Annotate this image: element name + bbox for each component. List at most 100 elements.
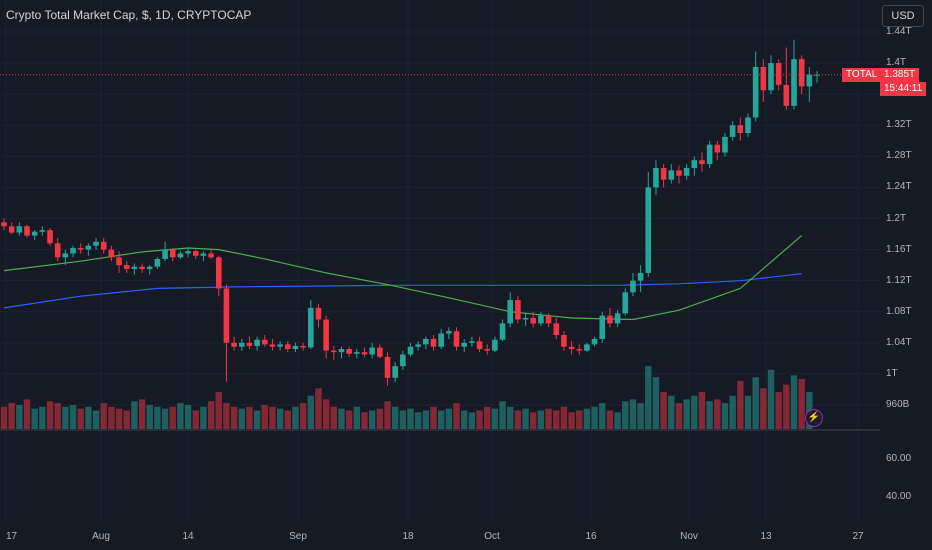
volume-bar bbox=[522, 408, 529, 429]
volume-bar bbox=[108, 406, 115, 429]
candle bbox=[683, 164, 690, 180]
candle bbox=[737, 117, 744, 141]
candle-body bbox=[599, 315, 606, 339]
volume-bar bbox=[783, 384, 790, 429]
volume-bar bbox=[391, 406, 399, 429]
candle bbox=[400, 350, 406, 371]
volume-bar bbox=[322, 399, 330, 429]
volume-bar bbox=[491, 408, 499, 429]
volume-bar bbox=[16, 404, 23, 429]
candle-body bbox=[231, 342, 237, 347]
candle-body bbox=[530, 317, 537, 324]
candle bbox=[77, 243, 84, 254]
candle-body bbox=[400, 354, 406, 367]
candle bbox=[660, 164, 667, 188]
candle-body bbox=[653, 167, 659, 188]
volume-bar bbox=[361, 412, 368, 429]
candle bbox=[361, 347, 368, 357]
candle bbox=[637, 265, 644, 293]
candle bbox=[461, 338, 467, 353]
volume-bar bbox=[399, 410, 407, 429]
volume-bar bbox=[499, 401, 506, 429]
volume-bars bbox=[0, 366, 813, 429]
countdown-badge: 15:44:11 bbox=[880, 82, 927, 96]
candle bbox=[100, 237, 107, 254]
price-axis-label: 1.28T bbox=[886, 150, 912, 162]
candle bbox=[699, 152, 705, 172]
candle bbox=[576, 344, 583, 355]
candle-body bbox=[54, 243, 61, 258]
candle bbox=[277, 341, 283, 351]
candle-body bbox=[453, 331, 460, 347]
candle-body bbox=[185, 251, 191, 254]
volume-bar bbox=[507, 406, 514, 429]
candle-body bbox=[361, 352, 368, 355]
candle-body bbox=[760, 66, 767, 91]
volume-bar bbox=[514, 410, 522, 429]
volume-bar bbox=[169, 406, 176, 429]
candle-body bbox=[591, 338, 598, 345]
candle-body bbox=[254, 339, 260, 346]
currency-button[interactable]: USD bbox=[882, 5, 924, 27]
lightning-icon[interactable]: ⚡ bbox=[805, 409, 823, 427]
candle-body bbox=[522, 317, 529, 320]
candle-body bbox=[438, 333, 444, 347]
candle bbox=[369, 342, 375, 359]
candle bbox=[116, 251, 122, 273]
candle bbox=[476, 336, 483, 353]
candle bbox=[522, 313, 529, 326]
volume-bar bbox=[253, 410, 261, 429]
volume-bar bbox=[23, 399, 31, 429]
candle-body bbox=[645, 187, 652, 273]
volume-bar bbox=[437, 410, 445, 429]
volume-bar bbox=[445, 408, 453, 429]
volume-bar bbox=[138, 399, 146, 429]
candle bbox=[24, 224, 30, 238]
candle bbox=[93, 237, 99, 250]
candle bbox=[223, 284, 230, 382]
candle-body bbox=[1, 222, 7, 227]
candle-body bbox=[584, 344, 590, 351]
volume-bar bbox=[484, 406, 491, 429]
candle bbox=[208, 249, 214, 259]
candle bbox=[729, 121, 736, 141]
candle bbox=[323, 315, 329, 359]
volume-bar bbox=[652, 377, 660, 429]
candle bbox=[407, 342, 414, 357]
candle-body bbox=[729, 125, 736, 137]
candle-body bbox=[430, 338, 437, 347]
candle-body bbox=[423, 338, 429, 345]
candle-body bbox=[637, 272, 644, 281]
last-price-badge: 1.385T bbox=[880, 68, 920, 82]
candle-body bbox=[246, 342, 253, 346]
time-axis-label: Aug bbox=[92, 531, 110, 542]
candle bbox=[146, 265, 153, 275]
volume-bar bbox=[246, 406, 253, 429]
candle bbox=[745, 113, 751, 137]
volume-bar bbox=[39, 406, 46, 429]
volume-bar bbox=[0, 406, 8, 429]
time-axis-label: 18 bbox=[402, 531, 414, 542]
volume-bar bbox=[622, 401, 629, 429]
volume-bar bbox=[461, 410, 468, 429]
volume-bar bbox=[92, 410, 100, 429]
candle-body bbox=[622, 292, 629, 314]
candle-body bbox=[346, 349, 352, 354]
candle bbox=[806, 66, 813, 102]
candle-body bbox=[108, 249, 115, 258]
candle bbox=[162, 241, 168, 262]
candle-body bbox=[392, 366, 398, 378]
candle bbox=[538, 311, 544, 326]
candle-body bbox=[261, 339, 268, 345]
candle bbox=[545, 313, 552, 328]
volume-bar bbox=[100, 403, 107, 429]
candle-body bbox=[791, 59, 797, 106]
volume-bar bbox=[660, 392, 667, 429]
candle-body bbox=[284, 344, 291, 350]
candle bbox=[346, 346, 352, 357]
volume-bar bbox=[683, 399, 690, 429]
candle bbox=[169, 248, 176, 262]
candle bbox=[706, 140, 713, 168]
volume-bar bbox=[353, 406, 361, 429]
